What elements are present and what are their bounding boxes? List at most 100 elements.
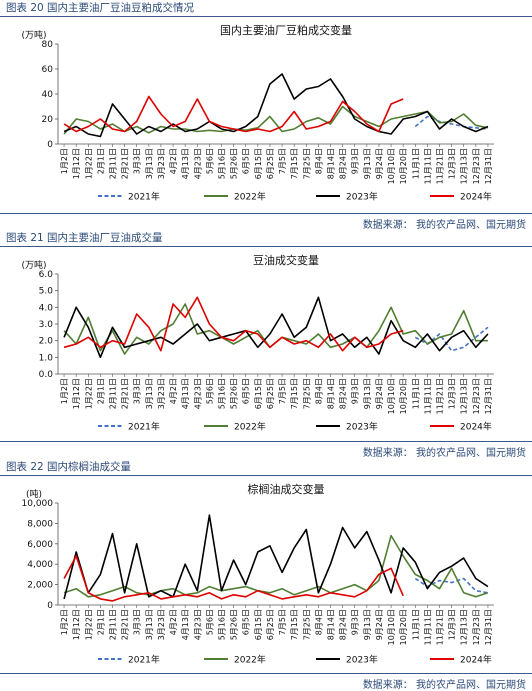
x-tick-label: 5月16日: [218, 378, 227, 409]
legend-label-0: 2021年: [128, 191, 160, 203]
x-tick-label: 12月31日: [484, 378, 493, 414]
x-tick-label: 8月4日: [314, 378, 323, 404]
x-tick-label: 4月13日: [181, 609, 190, 640]
y-tick-label: 40: [42, 90, 54, 100]
x-tick-label: 4月2日: [169, 609, 178, 635]
x-tick-label: 10月10日: [387, 378, 396, 414]
x-tick-label: 2月21日: [121, 378, 130, 409]
x-tick-label: 4月2日: [169, 148, 178, 174]
x-tick-label: 9月3日: [351, 148, 360, 174]
x-tick-label: 5月16日: [218, 148, 227, 179]
x-tick-label: 12月23日: [472, 378, 481, 414]
x-tick-label: 6月15日: [254, 148, 263, 179]
series-line-3: [63, 555, 404, 602]
y-tick-label: 60: [42, 65, 54, 75]
x-tick-label: 3月23日: [157, 609, 166, 640]
x-tick-label: 9月24日: [375, 148, 384, 179]
x-tick-label: 5月6日: [205, 148, 214, 174]
chart-palmoil-trade: 棕榈油成交变量 (吨) 0 2,000 4,000 6,000 8,000 10,000 1月2…: [22, 482, 494, 666]
x-tick-label: 12月23日: [472, 609, 481, 645]
figure-20-caption: 图表 20 国内主要油厂豆油豆粕成交情况: [0, 0, 532, 17]
chart-title: 国内主要油厂豆粕成交变量: [220, 23, 352, 37]
x-tick-label: 6月5日: [242, 378, 251, 404]
x-tick-label: 8月24日: [339, 609, 348, 640]
series-line-0: [414, 326, 489, 352]
x-tick-label: 8月4日: [314, 148, 323, 174]
x-tick-label: 1月22日: [84, 609, 93, 640]
x-tick-label: 9月13日: [363, 148, 372, 179]
y-tick-label: 5.0: [39, 287, 54, 297]
legend-label-3: 2024年: [460, 191, 492, 203]
x-tick-label: 8月14日: [327, 148, 336, 179]
legend-label-3: 2024年: [460, 421, 492, 433]
legend-label-1: 2022年: [234, 421, 266, 433]
x-tick-label: 11月1日: [411, 609, 420, 640]
x-tick-label: 3月13日: [145, 378, 154, 409]
x-tick-label: 12月13日: [460, 148, 469, 184]
x-tick-label: 6月25日: [266, 378, 275, 409]
y-tick-label: 0.0: [39, 370, 54, 380]
x-tick-label: 10月10日: [387, 609, 396, 645]
x-tick-label: 10月10日: [387, 148, 396, 184]
chart-soyoil-trade: 豆油成交变量 (万吨) 0.0 1.0 2.0 3.0 4.0 5.0 6.0 1月2日 1月12日…: [21, 253, 494, 433]
x-tick-label: 11月21日: [436, 609, 445, 645]
x-tick-label: 7月5日: [278, 609, 287, 635]
x-tick-label: 6月25日: [266, 609, 275, 640]
x-tick-label: 3月3日: [133, 148, 142, 174]
x-tick-label: 2月1日: [96, 609, 105, 635]
x-tick-label: 2月11日: [109, 148, 118, 179]
x-tick-label: 11月11日: [423, 148, 432, 184]
x-tick-label: 9月24日: [375, 609, 384, 640]
x-tick-label: 5月6日: [205, 378, 214, 404]
x-tick-label: 7月15日: [290, 378, 299, 409]
x-tick-label: 3月23日: [157, 148, 166, 179]
legend-label-1: 2022年: [234, 654, 266, 666]
x-tick-label: 6月15日: [254, 378, 263, 409]
x-tick-label: 5月16日: [218, 609, 227, 640]
y-tick-label: 6,000: [27, 540, 53, 550]
x-tick-label: 7月5日: [278, 378, 287, 404]
x-tick-label: 12月23日: [472, 148, 481, 184]
chart-title: 棕榈油成交变量: [248, 482, 325, 496]
x-tick-label: 7月25日: [302, 378, 311, 409]
y-tick-label: 3.0: [39, 320, 54, 330]
series-line-2: [63, 296, 489, 359]
series-line-1: [63, 534, 489, 598]
x-tick-label: 8月14日: [327, 378, 336, 409]
x-tick-label: 7月5日: [278, 148, 287, 174]
x-tick-label: 5月26日: [230, 378, 239, 409]
x-tick-label: 9月13日: [363, 609, 372, 640]
x-tick-label: 11月21日: [436, 378, 445, 414]
x-tick-label: 2月21日: [121, 609, 130, 640]
x-tick-label: 3月13日: [145, 148, 154, 179]
x-tick-label: 3月3日: [133, 609, 142, 635]
figure-21-source: 数据来源： 我的农产品网、国元期货: [362, 448, 526, 459]
x-tick-label: 11月11日: [423, 609, 432, 645]
x-tick-label: 2月1日: [96, 378, 105, 404]
x-tick-label: 7月25日: [302, 148, 311, 179]
x-tick-label: 10月20日: [399, 148, 408, 184]
chart-3-container: 棕榈油成交变量 (吨) 0 2,000 4,000 6,000 8,000 10,000 1月2…: [0, 477, 532, 673]
y-tick-label: 4.0: [39, 303, 54, 313]
x-tick-label: 10月20日: [399, 609, 408, 645]
x-tick-label: 1月2日: [60, 378, 69, 404]
x-tick-label: 3月3日: [133, 378, 142, 404]
x-tick-label: 9月3日: [351, 378, 360, 404]
figure-20-source: 数据来源： 我的农产品网、国元期货: [362, 220, 526, 231]
chart-2-container: 豆油成交变量 (万吨) 0.0 1.0 2.0 3.0 4.0 5.0 6.0 1月2日 1月12日…: [0, 248, 532, 441]
figure-22-caption: 图表 22 国内棕榈油成交量: [0, 459, 532, 476]
series-line-2: [63, 514, 489, 600]
y-tick-label: 1.0: [39, 353, 54, 363]
x-tick-label: 1月12日: [72, 609, 81, 640]
y-tick-label: 20: [42, 115, 54, 125]
legend-label-0: 2021年: [128, 654, 160, 666]
x-tick-label: 3月13日: [145, 609, 154, 640]
x-tick-label: 8月4日: [314, 609, 323, 635]
x-tick-label: 12月13日: [460, 378, 469, 414]
legend-label-2: 2023年: [346, 421, 378, 433]
series-line-2: [63, 73, 489, 138]
chart-1-container: 国内主要油厂豆粕成交变量 (万吨) 0 20 40 60 80 1月2日 1月12日 1月22日 2…: [0, 18, 532, 213]
x-tick-label: 2月1日: [96, 148, 105, 174]
figure-22-caption-text: 图表 22 国内棕榈油成交量: [6, 461, 132, 473]
source-divider-2: [0, 441, 532, 442]
